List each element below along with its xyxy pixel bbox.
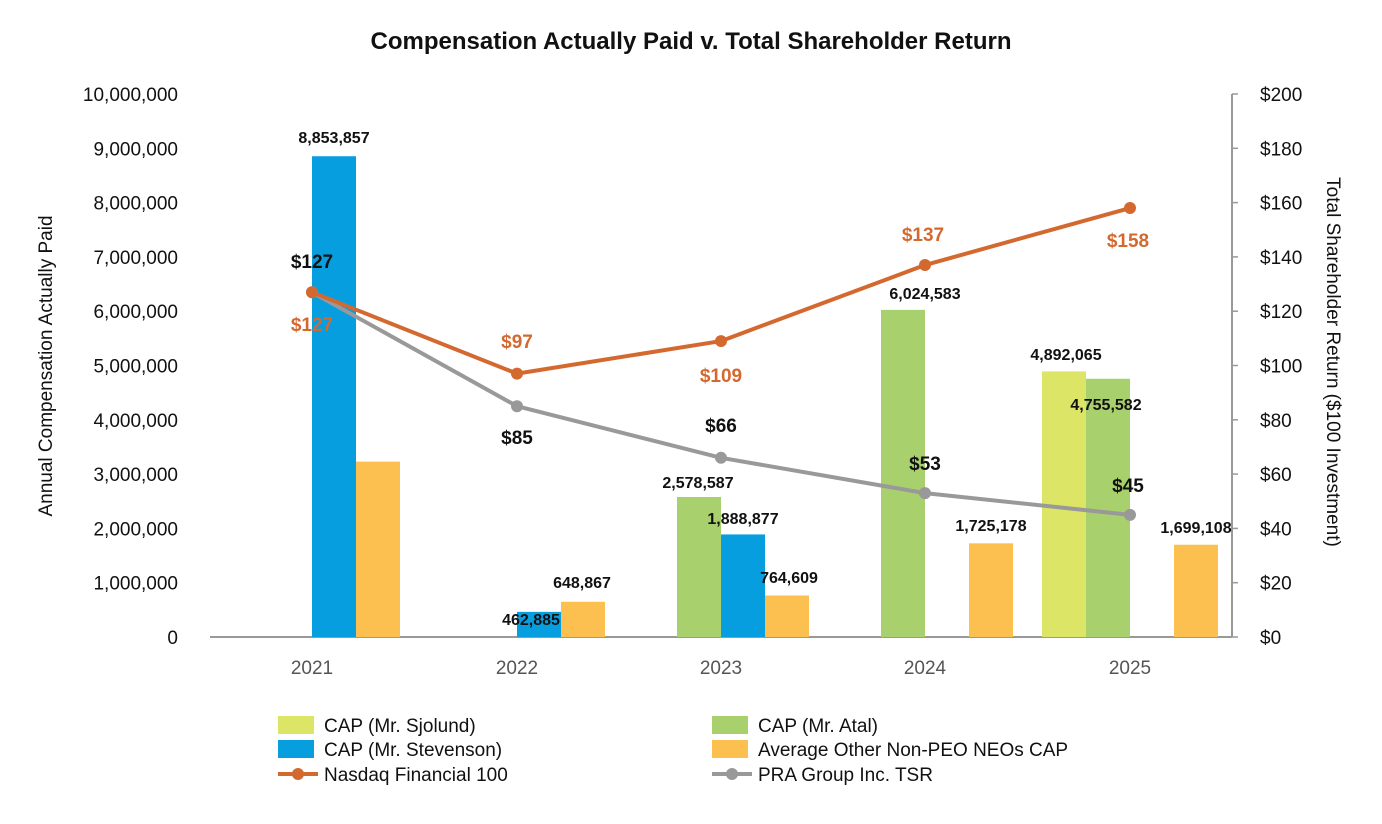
- line-data-label: $137: [902, 225, 944, 246]
- legend-swatch: [712, 716, 748, 734]
- legend-marker: [726, 768, 738, 780]
- legend-swatch: [712, 740, 748, 758]
- series-point: [1124, 202, 1136, 215]
- series-point: [306, 286, 318, 299]
- y2-tick-label: $0: [1260, 628, 1281, 649]
- line-data-label: $158: [1107, 231, 1149, 252]
- line-data-label: $53: [909, 454, 941, 475]
- y-tick-label: 6,000,000: [93, 302, 178, 323]
- y-tick-label: 10,000,000: [83, 85, 178, 106]
- bar-data-label: 648,867: [553, 575, 611, 592]
- bar: [969, 543, 1013, 637]
- series-point: [715, 451, 727, 464]
- y-tick-label: 9,000,000: [93, 139, 178, 160]
- series-point: [1124, 508, 1136, 521]
- y-tick-label: 4,000,000: [93, 411, 178, 432]
- y-axis-label: Annual Compensation Actually Paid: [36, 215, 57, 516]
- bar-data-label: 4,892,065: [1030, 347, 1101, 364]
- bar: [1174, 544, 1218, 637]
- x-tick-label: 2021: [291, 658, 333, 679]
- bar-data-label: 1,888,877: [707, 511, 778, 528]
- bar: [312, 156, 356, 637]
- axes: 0 1,000,000 2,000,000 3,000,000 4,000,000 5,0…: [83, 85, 1302, 679]
- y-tick-label: 3,000,000: [93, 465, 178, 486]
- legend: CAP (Mr. Sjolund) CAP (Mr. Atal) CAP (Mr. …: [278, 716, 1068, 786]
- bar: [356, 461, 400, 637]
- bar: [561, 601, 605, 637]
- legend-item: PRA Group Inc. TSR: [712, 765, 933, 786]
- legend-label: CAP (Mr. Stevenson): [324, 740, 502, 761]
- legend-item: Nasdaq Financial 100: [278, 765, 508, 786]
- legend-swatch: [278, 740, 314, 758]
- bar-data-label: 462,885: [502, 612, 560, 629]
- chart-title: Compensation Actually Paid v. Total Shar…: [371, 28, 1012, 55]
- bar: [1086, 378, 1130, 637]
- x-tick-label: 2022: [496, 658, 538, 679]
- y-tick-label: 8,000,000: [93, 194, 178, 215]
- y2-tick-label: $180: [1260, 139, 1302, 160]
- series-point: [919, 259, 931, 272]
- y2-tick-label: $140: [1260, 248, 1302, 269]
- bar: [881, 309, 925, 637]
- line-data-label: $85: [501, 428, 533, 449]
- y2-axis-label: Total Shareholder Return ($100 Investmen…: [1322, 177, 1343, 547]
- legend-marker: [292, 768, 304, 780]
- bar-data-label: 1,725,178: [955, 518, 1026, 535]
- line-data-label: $45: [1112, 476, 1144, 497]
- legend-label: Average Other Non-PEO NEOs CAP: [758, 740, 1068, 761]
- series-point: [511, 367, 523, 380]
- series-point: [511, 400, 523, 413]
- line-data-label: $127: [291, 252, 333, 273]
- y2-tick-label: $200: [1260, 85, 1302, 106]
- bar-data-label: 764,609: [760, 570, 818, 587]
- line-data-label: $109: [700, 366, 742, 387]
- y2-tick-label: $160: [1260, 194, 1302, 215]
- legend-item: CAP (Mr. Stevenson): [278, 740, 502, 761]
- bar: [1042, 371, 1086, 637]
- bar: [765, 595, 809, 637]
- bar-data-label: 4,755,582: [1070, 397, 1141, 414]
- bar-data-label: 8,853,857: [298, 130, 369, 147]
- x-tick-label: 2023: [700, 658, 742, 679]
- bar-data-label: 6,024,583: [889, 286, 960, 303]
- legend-label: Nasdaq Financial 100: [324, 765, 508, 786]
- legend-swatch: [278, 716, 314, 734]
- bar-data-label: 2,578,587: [662, 475, 733, 492]
- y2-tick-label: $120: [1260, 302, 1302, 323]
- legend-item: CAP (Mr. Sjolund): [278, 716, 476, 737]
- bar: [517, 611, 561, 637]
- x-tick-label: 2024: [904, 658, 947, 679]
- legend-label: CAP (Mr. Sjolund): [324, 716, 476, 737]
- legend-item: Average Other Non-PEO NEOs CAP: [712, 740, 1068, 761]
- legend-label: PRA Group Inc. TSR: [758, 765, 933, 786]
- y2-tick-label: $20: [1260, 574, 1292, 595]
- legend-item: CAP (Mr. Atal): [712, 716, 878, 737]
- bar-data-label: 1,699,108: [1160, 520, 1231, 537]
- bar: [677, 496, 721, 637]
- y2-tick-label: $60: [1260, 465, 1292, 486]
- y2-tick-label: $80: [1260, 411, 1292, 432]
- series-point: [919, 487, 931, 500]
- y2-tick-label: $40: [1260, 519, 1292, 540]
- y-tick-label: 1,000,000: [93, 574, 178, 595]
- series-point: [715, 335, 727, 348]
- y-tick-label: 7,000,000: [93, 248, 178, 269]
- line-data-label: $127: [291, 315, 333, 336]
- x-tick-label: 2025: [1109, 658, 1151, 679]
- line-data-label: $97: [501, 332, 533, 353]
- lines: $127 $97 $109 $137 $158 $127 $85 $66 $53 $45: [291, 202, 1149, 521]
- y2-tick-label: $100: [1260, 357, 1302, 378]
- series-line: [311, 206, 1131, 376]
- y-tick-label: 0: [167, 628, 178, 649]
- y-tick-label: 2,000,000: [93, 519, 178, 540]
- y-tick-label: 5,000,000: [93, 357, 178, 378]
- legend-label: CAP (Mr. Atal): [758, 716, 878, 737]
- bars: 4,892,065 2,578,587 6,024,583 4,755,582 8,85…: [298, 130, 1232, 637]
- bar: [721, 534, 765, 637]
- line-data-label: $66: [705, 416, 737, 437]
